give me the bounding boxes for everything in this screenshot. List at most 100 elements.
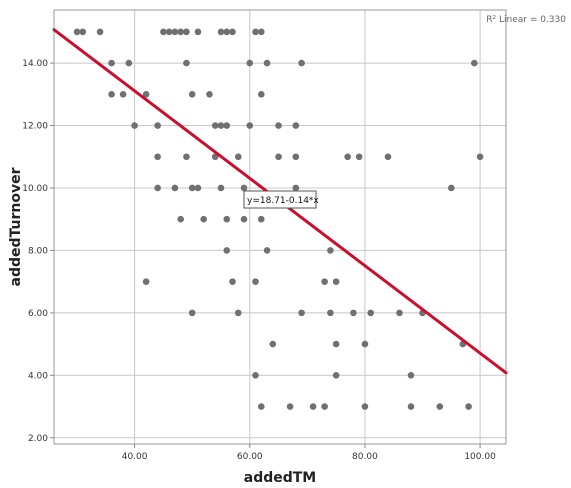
data-point <box>217 122 225 129</box>
grid-lines <box>54 10 506 444</box>
data-point <box>188 91 196 98</box>
y-axis-title: addedTurnover <box>8 167 24 286</box>
data-point <box>269 340 277 348</box>
data-point <box>447 184 455 192</box>
data-point <box>355 153 363 161</box>
plot-frame <box>53 9 507 445</box>
data-point <box>160 28 167 36</box>
data-point <box>327 309 334 317</box>
data-point <box>240 215 248 223</box>
data-point <box>292 153 300 161</box>
data-point <box>177 28 184 36</box>
data-point <box>234 153 242 161</box>
data-point <box>257 28 265 36</box>
data-point <box>229 28 236 36</box>
data-point <box>332 372 340 379</box>
data-point <box>471 59 478 67</box>
x-axis-title: addedTM <box>244 470 317 486</box>
data-point <box>165 28 173 36</box>
data-point <box>183 28 190 36</box>
data-point <box>119 91 127 98</box>
data-point <box>223 122 231 129</box>
x-tick-label: 60.00 <box>237 452 263 462</box>
data-point <box>183 59 190 67</box>
data-point <box>131 122 138 129</box>
data-point <box>275 122 282 129</box>
data-point <box>298 59 305 67</box>
data-point <box>465 403 472 410</box>
data-point <box>194 184 202 192</box>
data-point <box>292 122 300 129</box>
data-point <box>246 59 254 67</box>
data-point <box>223 247 231 254</box>
fit-equation-box-frame <box>243 190 317 209</box>
data-point <box>298 309 305 317</box>
data-point <box>327 247 334 254</box>
y-tick-label: 12.00 <box>22 122 48 132</box>
data-point <box>142 278 150 285</box>
data-point <box>223 28 231 36</box>
fit-equation-label: y=18.71-0.14*x <box>247 196 319 206</box>
data-point <box>252 28 259 36</box>
y-tick-label: 8.00 <box>28 246 48 256</box>
data-point <box>252 278 259 285</box>
data-point <box>252 372 259 379</box>
data-point <box>229 278 236 285</box>
data-point <box>125 59 133 67</box>
data-point <box>476 153 484 161</box>
data-point <box>292 184 300 192</box>
data-point <box>321 278 328 285</box>
data-point <box>73 28 81 36</box>
data-point <box>436 403 444 410</box>
data-point <box>171 28 179 36</box>
data-point <box>361 340 369 348</box>
data-point <box>286 403 294 410</box>
r-squared-label: R² Linear = 0.330 <box>486 15 566 25</box>
y-axis-ticks: 2.00 4.00 6.00 8.00 10.00 12.00 14.00 <box>22 59 54 444</box>
data-point <box>396 309 403 317</box>
data-point <box>154 153 161 161</box>
data-point <box>246 122 254 129</box>
data-point <box>332 340 340 348</box>
data-point <box>263 247 271 254</box>
y-tick-label: 6.00 <box>28 309 48 319</box>
data-point <box>384 153 392 161</box>
y-tick-label: 14.00 <box>22 59 48 69</box>
data-point <box>309 403 317 410</box>
data-point <box>361 403 369 410</box>
data-point <box>154 184 161 192</box>
data-point <box>188 184 196 192</box>
data-point <box>407 372 415 379</box>
data-point <box>108 91 115 98</box>
x-axis-ticks: 40.00 60.00 80.00 100.00 <box>122 444 496 462</box>
data-point <box>240 184 248 192</box>
data-point <box>407 403 415 410</box>
data-point <box>96 28 104 36</box>
data-point <box>263 59 271 67</box>
data-point <box>223 215 231 223</box>
data-point <box>367 309 374 317</box>
x-tick-label: 80.00 <box>352 452 378 462</box>
data-point <box>217 184 225 192</box>
data-point <box>188 309 196 317</box>
x-tick-label: 100.00 <box>464 452 496 462</box>
y-tick-label: 4.00 <box>28 371 48 381</box>
data-point <box>350 309 357 317</box>
x-tick-label: 40.00 <box>122 452 148 462</box>
data-point <box>200 215 208 223</box>
data-point <box>234 309 242 317</box>
data-point <box>275 153 282 161</box>
data-point <box>177 215 184 223</box>
y-tick-label: 10.00 <box>22 184 48 194</box>
data-point <box>79 28 87 36</box>
data-point <box>321 403 328 410</box>
data-point <box>257 403 265 410</box>
y-tick-label: 2.00 <box>28 434 48 444</box>
data-point <box>194 28 202 36</box>
data-point <box>183 153 190 161</box>
data-point <box>332 278 340 285</box>
data-point <box>108 59 115 67</box>
data-point <box>142 91 150 98</box>
